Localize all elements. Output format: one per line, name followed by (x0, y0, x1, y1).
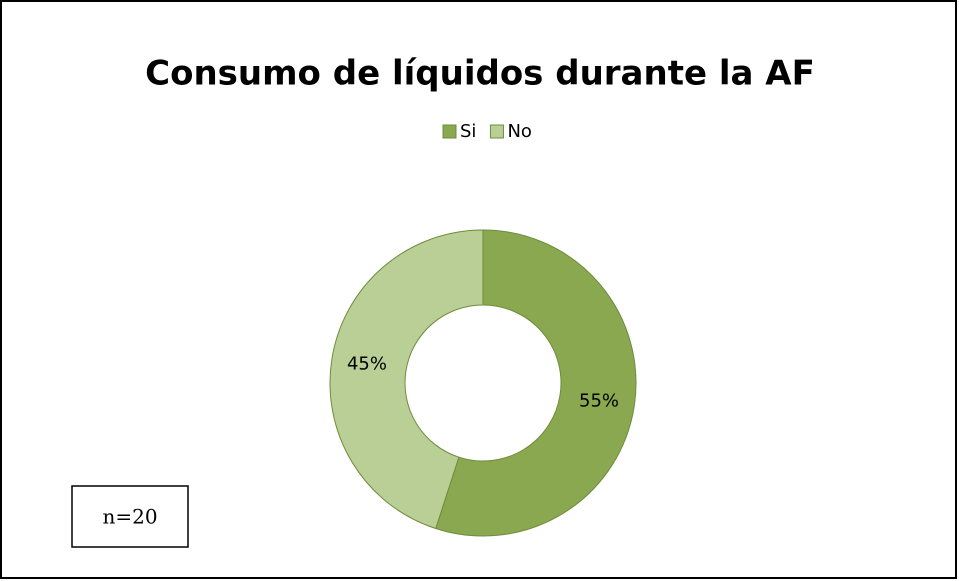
chart-title: Consumo de líquidos durante la AF (145, 54, 815, 94)
legend-label: No (507, 121, 531, 142)
annotation-box (71, 485, 189, 548)
slice (329, 229, 484, 530)
slice (435, 229, 637, 537)
annotation: n=20 (102, 505, 157, 529)
legend-swatch (442, 124, 457, 139)
legend-swatch (489, 124, 504, 139)
data-label: 55% (579, 390, 619, 411)
legend-label: Si (460, 121, 476, 142)
data-label: 45% (347, 354, 387, 375)
